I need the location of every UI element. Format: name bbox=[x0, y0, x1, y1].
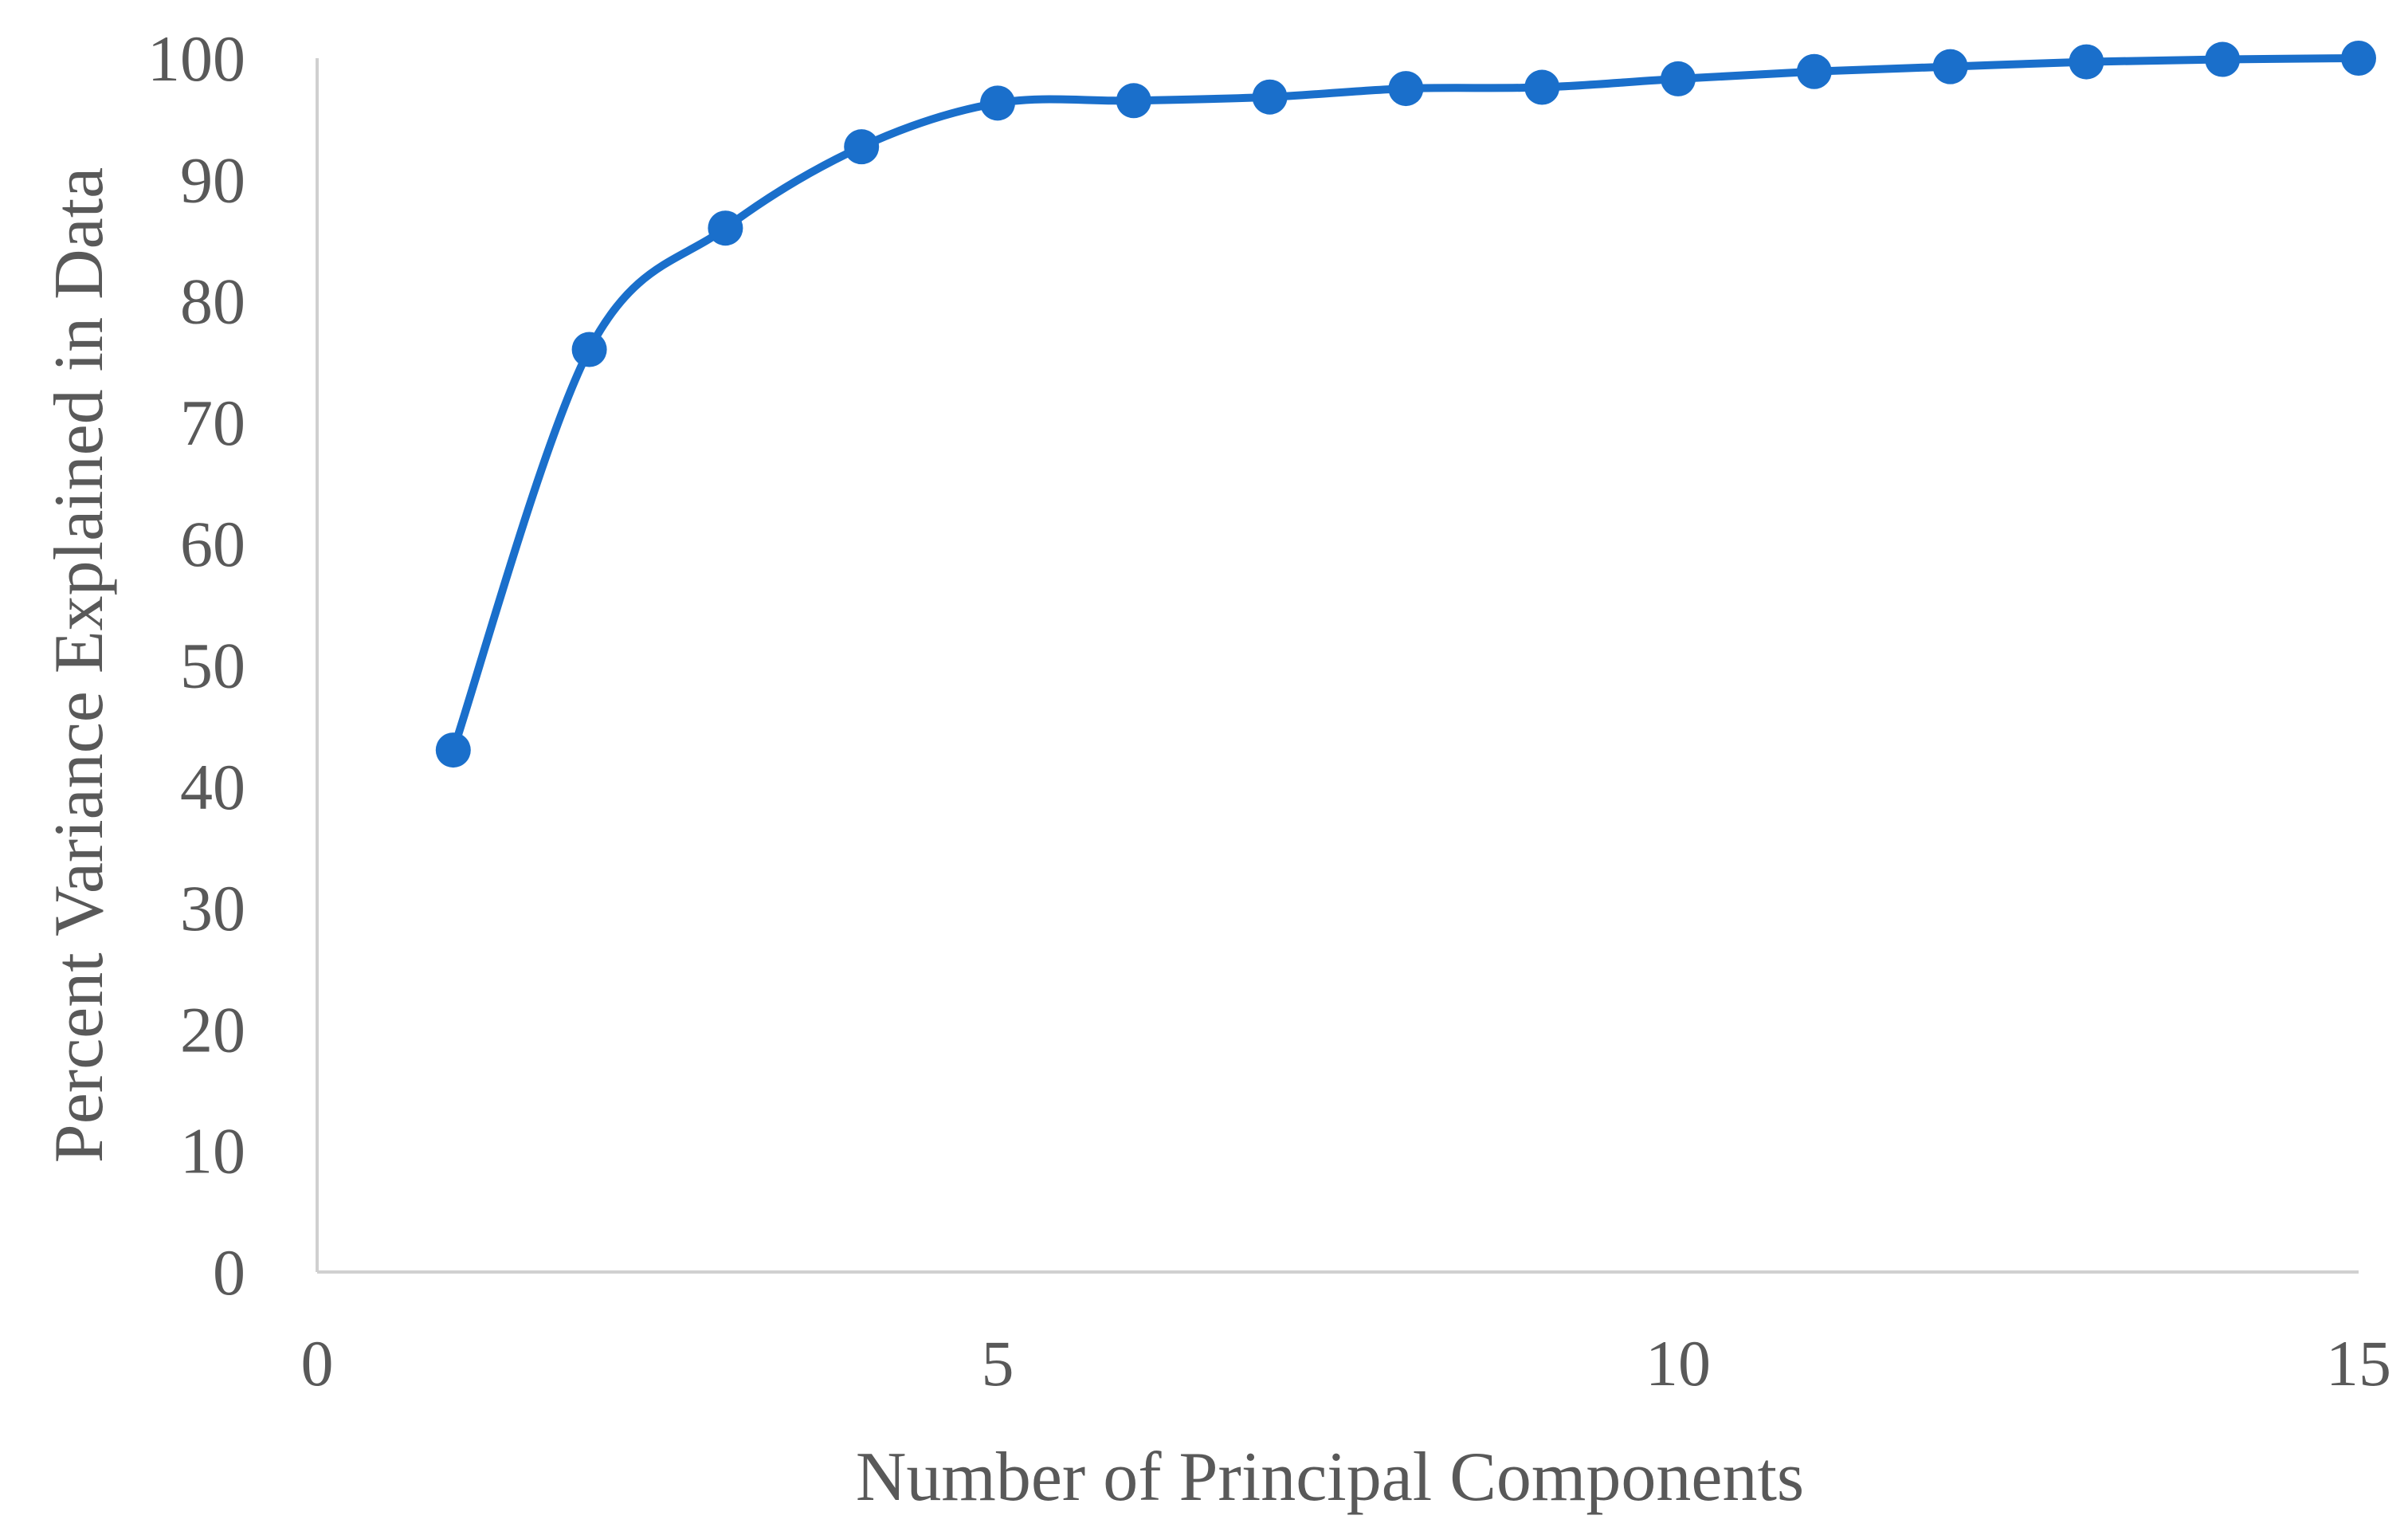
x-tick-label: 10 bbox=[1645, 1327, 1711, 1400]
y-axis-title: Percent Variance Explained in Data bbox=[41, 167, 118, 1163]
y-tick-label: 30 bbox=[180, 872, 245, 944]
x-tick-labels: 0 5 10 15 bbox=[301, 1327, 2392, 1400]
x-tick-label: 5 bbox=[982, 1327, 1014, 1400]
y-tick-label: 90 bbox=[180, 143, 245, 216]
data-point bbox=[708, 210, 743, 246]
data-point bbox=[571, 332, 607, 367]
y-tick-label: 10 bbox=[180, 1115, 245, 1188]
data-point bbox=[435, 732, 471, 768]
data-point bbox=[844, 129, 880, 165]
y-tick-label: 20 bbox=[180, 993, 245, 1066]
data-point bbox=[980, 85, 1015, 121]
y-tick-label: 80 bbox=[180, 265, 245, 338]
x-axis-title: Number of Principal Components bbox=[856, 1439, 1804, 1516]
data-point bbox=[1932, 49, 1968, 84]
data-point bbox=[1252, 79, 1288, 115]
y-tick-label: 60 bbox=[180, 508, 245, 580]
y-tick-label: 50 bbox=[180, 630, 245, 702]
y-tick-label: 0 bbox=[213, 1236, 245, 1309]
data-point bbox=[2069, 44, 2104, 80]
data-point bbox=[2205, 41, 2241, 77]
series-line bbox=[449, 54, 2363, 755]
y-tick-label: 100 bbox=[147, 22, 245, 95]
data-point bbox=[1796, 53, 1832, 89]
x-tick-label: 0 bbox=[301, 1327, 334, 1400]
data-point bbox=[1661, 61, 1696, 96]
plot-area: 0 5 10 15 0 10 20 30 40 50 60 70 80 90 100 bbox=[147, 22, 2391, 1400]
data-point bbox=[2341, 41, 2376, 76]
series-group bbox=[435, 41, 2376, 768]
x-tick-label: 15 bbox=[2326, 1327, 2391, 1400]
y-tick-labels: 0 10 20 30 40 50 60 70 80 90 100 bbox=[147, 22, 245, 1309]
y-tick-label: 70 bbox=[180, 387, 245, 459]
data-point bbox=[1116, 83, 1151, 119]
data-point bbox=[1524, 69, 1560, 105]
data-point bbox=[1388, 71, 1424, 107]
y-tick-label: 40 bbox=[180, 751, 245, 823]
